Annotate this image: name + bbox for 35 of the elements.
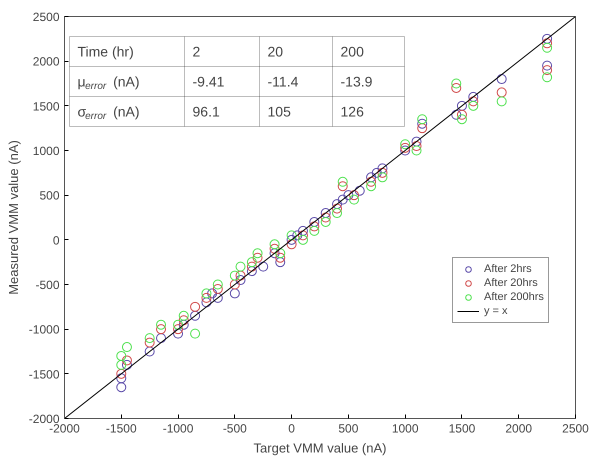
y-tick-label: 1500 [32, 99, 60, 114]
y-axis-title: Measured VMM value (nA) [6, 140, 21, 295]
annotation: 96.1 [192, 104, 220, 120]
y-tick-label: -1000 [28, 322, 60, 337]
annotation: 200 [340, 44, 364, 60]
x-axis-title: Target VMM value (nA) [254, 440, 386, 456]
x-tick-label: -1500 [106, 422, 137, 436]
x-tick-label: 1000 [392, 422, 419, 436]
x-tick-label: -1000 [162, 422, 194, 436]
x-tick-label: 2000 [505, 422, 532, 436]
annotation: -13.9 [340, 74, 373, 90]
annotation: -11.4 [268, 74, 299, 90]
annotation: -9.41 [192, 74, 225, 90]
legend-label: After 20hrs [484, 276, 538, 290]
legend-label: After 2hrs [484, 262, 532, 276]
legend-label: y = x [484, 304, 508, 318]
annotation: 105 [268, 104, 292, 120]
y-tick-label: 500 [39, 188, 60, 203]
y-tick-label: -1500 [28, 367, 60, 382]
annotation: 2 [192, 44, 200, 60]
y-tick-label: -500 [35, 278, 60, 292]
x-tick-label: 0 [288, 422, 296, 436]
x-tick-label: 1500 [448, 422, 476, 436]
annotation: 126 [340, 104, 364, 120]
annotation: Time (hr) [78, 44, 134, 60]
legend-label: After 200hrs [484, 290, 544, 304]
x-tick-label: -500 [222, 422, 248, 436]
y-tick-label: 1000 [32, 144, 60, 158]
y-tick-label: 0 [52, 233, 60, 248]
x-tick-label: 500 [338, 422, 359, 436]
x-tick-label: 2500 [562, 422, 590, 436]
y-tick-label: 2000 [32, 54, 60, 69]
annotation: 20 [268, 44, 284, 60]
x-tick-label: -2000 [49, 422, 80, 436]
y-tick-label: 2500 [32, 10, 60, 24]
